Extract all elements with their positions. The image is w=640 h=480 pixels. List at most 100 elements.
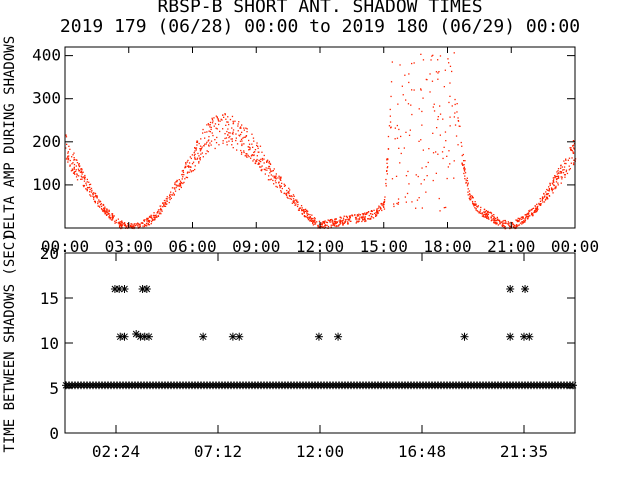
delta-amp-point <box>250 157 252 159</box>
delta-amp-point <box>77 168 80 170</box>
delta-amp-point <box>92 193 94 196</box>
delta-amp-point <box>495 220 497 222</box>
delta-amp-point <box>290 198 292 200</box>
delta-amp-point <box>256 142 258 144</box>
delta-amp-point <box>516 220 518 223</box>
delta-amp-point <box>376 208 378 210</box>
delta-amp-point <box>147 224 149 226</box>
delta-amp-point <box>178 185 180 187</box>
delta-amp-point <box>527 217 529 219</box>
delta-amp-point <box>73 166 75 168</box>
delta-amp-point <box>556 171 558 173</box>
delta-amp-point <box>437 153 439 155</box>
delta-amp-point <box>329 221 331 223</box>
delta-amp-point <box>531 208 533 210</box>
delta-amp-point <box>351 214 353 216</box>
delta-amp-point <box>525 214 527 216</box>
delta-amp-point <box>409 129 411 131</box>
delta-amp-point <box>357 218 359 220</box>
delta-amp-point <box>344 219 347 221</box>
delta-amp-point <box>521 221 523 223</box>
delta-amp-point <box>82 184 84 187</box>
delta-amp-point <box>148 221 150 223</box>
delta-amp-point <box>445 140 447 142</box>
delta-amp-point <box>245 135 248 137</box>
delta-amp-point <box>495 222 497 224</box>
delta-amp-point <box>192 161 195 163</box>
delta-amp-point <box>505 221 507 223</box>
delta-amp-point <box>131 223 133 225</box>
delta-amp-point <box>507 221 509 223</box>
delta-amp-point <box>528 210 530 212</box>
delta-amp-point <box>257 145 259 147</box>
delta-amp-point <box>493 217 495 220</box>
delta-amp-point <box>196 158 198 160</box>
delta-amp-point <box>256 155 258 157</box>
delta-amp-point <box>527 212 530 214</box>
delta-amp-point <box>303 215 306 217</box>
delta-amp-point <box>160 212 162 215</box>
delta-amp-point <box>385 182 387 185</box>
delta-amp-point <box>493 222 495 224</box>
delta-amp-point <box>407 170 409 173</box>
delta-amp-point <box>280 176 282 178</box>
delta-amp-point <box>421 110 423 113</box>
delta-amp-point <box>445 206 447 209</box>
delta-amp-point <box>361 220 363 223</box>
delta-amp-point <box>495 223 497 225</box>
delta-amp-point <box>110 219 113 221</box>
delta-amp-point <box>199 148 201 150</box>
delta-amp-point <box>183 181 185 184</box>
delta-amp-point <box>292 200 294 202</box>
delta-amp-point <box>178 179 180 181</box>
delta-amp-point <box>174 190 177 192</box>
delta-amp-point <box>438 71 440 73</box>
delta-amp-point <box>527 218 529 220</box>
delta-amp-point <box>555 186 557 188</box>
delta-amp-point <box>280 191 283 193</box>
delta-amp-point <box>74 173 76 175</box>
delta-amp-point <box>103 208 105 210</box>
delta-amp-point <box>193 151 195 154</box>
delta-amp-point <box>426 79 428 81</box>
delta-amp-point <box>560 172 562 174</box>
delta-amp-point <box>328 219 330 222</box>
delta-amp-point <box>90 195 92 197</box>
delta-amp-point <box>477 205 479 207</box>
delta-amp-point <box>148 219 150 222</box>
delta-amp-point <box>319 223 322 226</box>
delta-amp-point <box>432 54 434 56</box>
delta-amp-point <box>458 125 460 127</box>
delta-amp-point <box>223 116 225 118</box>
delta-amp-point <box>474 204 476 206</box>
delta-amp-point <box>535 211 537 213</box>
delta-amp-point <box>199 145 202 147</box>
delta-amp-point <box>482 216 485 218</box>
delta-amp-point <box>211 122 214 124</box>
delta-amp-point <box>527 213 529 215</box>
delta-amp-point <box>209 131 211 133</box>
delta-amp-point <box>509 227 511 230</box>
delta-amp-point <box>494 218 496 221</box>
delta-amp-point <box>312 220 315 222</box>
delta-amp-point <box>342 220 344 222</box>
delta-amp-point <box>65 147 67 149</box>
delta-amp-point <box>88 181 90 183</box>
bottom-panel-frame <box>64 252 576 434</box>
delta-amp-point <box>231 127 233 129</box>
delta-amp-point <box>377 210 379 212</box>
delta-amp-point <box>100 208 103 210</box>
delta-amp-point <box>99 204 102 206</box>
delta-amp-point <box>294 199 297 201</box>
delta-amp-point <box>475 209 477 211</box>
delta-amp-point <box>362 216 364 219</box>
delta-amp-point <box>347 219 350 221</box>
delta-amp-point <box>310 219 312 221</box>
delta-amp-point <box>130 223 132 225</box>
delta-amp-point <box>560 176 562 178</box>
delta-amp-point <box>438 197 440 200</box>
delta-amp-point <box>525 215 527 217</box>
delta-amp-point <box>357 215 360 217</box>
delta-amp-point <box>130 225 132 228</box>
delta-amp-point <box>324 225 327 227</box>
